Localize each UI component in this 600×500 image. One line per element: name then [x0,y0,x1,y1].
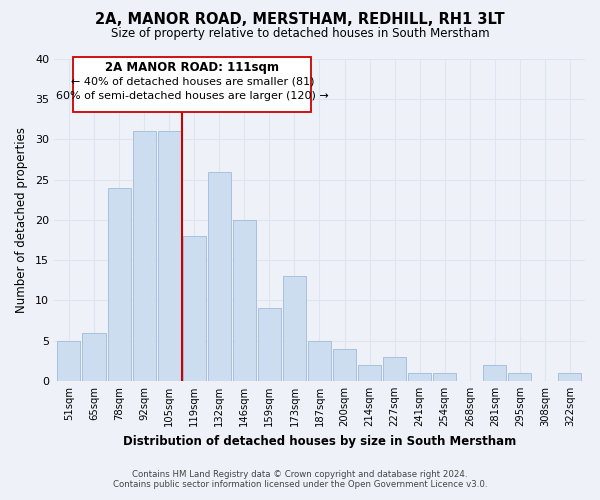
Bar [258,308,281,381]
Bar [133,132,155,381]
Bar [308,340,331,381]
Bar [508,373,532,381]
Bar [58,340,80,381]
FancyBboxPatch shape [73,58,311,112]
Bar [383,357,406,381]
Bar [107,188,131,381]
Text: Size of property relative to detached houses in South Merstham: Size of property relative to detached ho… [110,28,490,40]
Bar [333,348,356,381]
Bar [283,276,306,381]
X-axis label: Distribution of detached houses by size in South Merstham: Distribution of detached houses by size … [123,434,516,448]
Bar [158,132,181,381]
Y-axis label: Number of detached properties: Number of detached properties [15,127,28,313]
Bar [182,236,206,381]
Bar [358,365,381,381]
Text: 2A MANOR ROAD: 111sqm: 2A MANOR ROAD: 111sqm [106,62,280,74]
Bar [208,172,231,381]
Bar [559,373,581,381]
Text: ← 40% of detached houses are smaller (81): ← 40% of detached houses are smaller (81… [71,76,314,86]
Bar [433,373,456,381]
Bar [408,373,431,381]
Text: 60% of semi-detached houses are larger (120) →: 60% of semi-detached houses are larger (… [56,91,329,101]
Text: Contains HM Land Registry data © Crown copyright and database right 2024.
Contai: Contains HM Land Registry data © Crown c… [113,470,487,489]
Bar [233,220,256,381]
Bar [82,332,106,381]
Bar [483,365,506,381]
Text: 2A, MANOR ROAD, MERSTHAM, REDHILL, RH1 3LT: 2A, MANOR ROAD, MERSTHAM, REDHILL, RH1 3… [95,12,505,28]
